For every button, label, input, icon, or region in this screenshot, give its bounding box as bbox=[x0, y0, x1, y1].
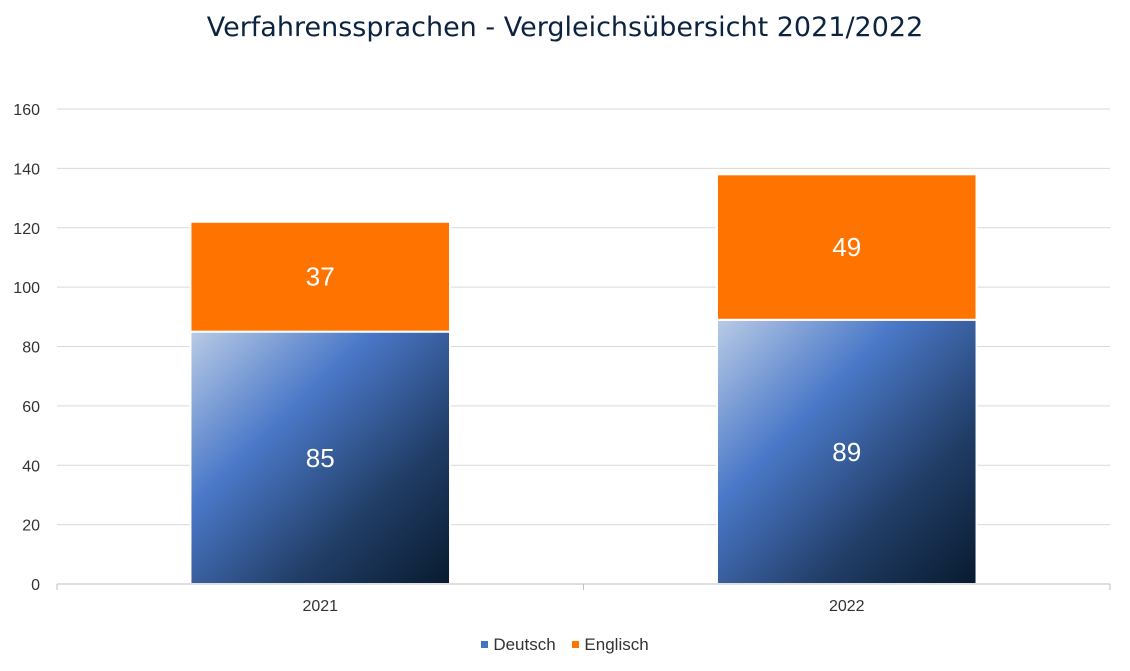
legend-item-deutsch[interactable]: Deutsch bbox=[481, 634, 556, 655]
y-tick-label: 100 bbox=[13, 280, 40, 297]
labels: 85 37 89 49 bbox=[306, 232, 861, 473]
data-label-deutsch-2022: 89 bbox=[832, 437, 861, 467]
y-tick-label: 140 bbox=[13, 161, 40, 178]
data-label-deutsch-2021: 85 bbox=[306, 443, 335, 473]
y-tick-label: 20 bbox=[22, 518, 40, 535]
legend-label-deutsch: Deutsch bbox=[493, 634, 556, 654]
bar-deutsch-2022 bbox=[715, 318, 978, 585]
bar-englisch-2021 bbox=[189, 220, 452, 333]
bar-deutsch-2021 bbox=[189, 330, 452, 585]
y-tick-label: 120 bbox=[13, 221, 40, 238]
chart-title: Verfahrenssprachen - Vergleichsübersicht… bbox=[206, 12, 924, 43]
bars bbox=[189, 173, 978, 585]
legend-item-englisch[interactable]: Englisch bbox=[572, 634, 649, 655]
y-tick-label: 0 bbox=[31, 577, 40, 594]
y-tick-label: 60 bbox=[22, 399, 40, 416]
y-tick-label: 80 bbox=[22, 340, 40, 357]
legend: Deutsch Englisch bbox=[0, 633, 1130, 655]
legend-swatch-deutsch bbox=[481, 641, 489, 648]
y-tick-label: 160 bbox=[13, 102, 40, 119]
data-label-englisch-2022: 49 bbox=[832, 232, 861, 262]
legend-label-englisch: Englisch bbox=[584, 634, 649, 654]
axes: 0 20 40 60 80 100 120 140 160 2021 2022 bbox=[13, 102, 1111, 615]
x-tick-label-2022: 2022 bbox=[829, 598, 865, 615]
y-tick-label: 40 bbox=[22, 458, 40, 475]
bar-englisch-2022 bbox=[715, 173, 978, 321]
x-tick-label-2021: 2021 bbox=[302, 598, 338, 615]
data-label-englisch-2021: 37 bbox=[306, 262, 335, 292]
legend-swatch-englisch bbox=[572, 641, 580, 648]
